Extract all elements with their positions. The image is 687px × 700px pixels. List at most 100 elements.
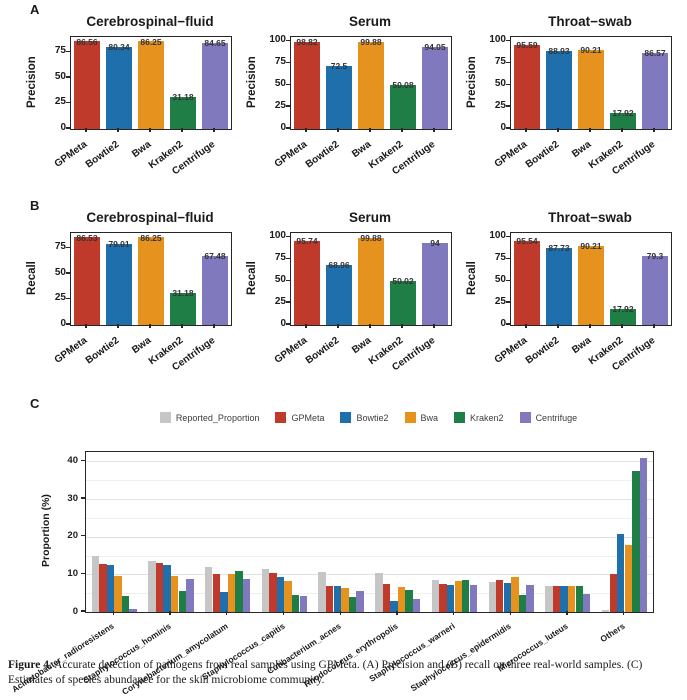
bar-kraken2 xyxy=(462,579,470,612)
x-tick-mark xyxy=(85,324,87,328)
bar-centrifuge xyxy=(201,42,229,129)
bar-bowtie2 xyxy=(617,533,625,612)
gridline xyxy=(86,480,653,482)
x-tick-mark xyxy=(622,611,625,615)
x-tick-mark xyxy=(653,324,655,328)
x-tick-mark xyxy=(369,324,371,328)
legend-label: Centrifuge xyxy=(535,412,578,423)
legend-label: GPMeta xyxy=(291,412,325,423)
bar-value-label: 86.53 xyxy=(76,233,98,243)
y-tick-label: 100 xyxy=(269,34,286,46)
bar-reported_proportion xyxy=(375,572,383,612)
bar-gpmeta xyxy=(212,573,220,612)
bar-centrifuge xyxy=(583,593,591,612)
bar-value-label: 50.02 xyxy=(392,276,414,287)
bar-kraken2 xyxy=(389,85,417,129)
y-tick-mark xyxy=(506,257,510,259)
bar-bwa xyxy=(114,576,122,612)
y-tick-label: 75 xyxy=(274,252,286,264)
bar-reported_proportion xyxy=(91,556,100,612)
y-tick-mark xyxy=(81,572,85,575)
y-tick-mark xyxy=(66,50,70,52)
bar-bowtie2 xyxy=(276,577,285,612)
y-axis-label: Precision xyxy=(26,56,38,108)
gridline xyxy=(86,499,653,501)
y-tick-mark xyxy=(66,246,70,248)
x-tick-mark xyxy=(305,128,307,132)
y-tick-mark xyxy=(506,83,510,85)
x-tick-mark xyxy=(589,324,591,328)
bar-centrifuge xyxy=(129,608,137,612)
bar-gpmeta xyxy=(609,574,617,612)
y-tick-label: 0 xyxy=(280,122,286,133)
bar-kraken2 xyxy=(518,595,527,612)
panel-b-chart-row: Cerebrospinal−fluid Recall 0 25 50 75 86.53 79.… xyxy=(24,210,676,378)
plot-area: 95.54 87.73 90.21 17.92 79.3 xyxy=(510,232,672,326)
bar-bwa xyxy=(397,586,406,612)
bar-bwa xyxy=(577,246,605,325)
y-tick-mark xyxy=(286,301,290,303)
chart-precision-throat-swab: Throat−swab Precision 0 25 50 75 100 95.59 88.93… xyxy=(464,14,676,182)
y-tick-label: 25 xyxy=(494,100,506,112)
gridline xyxy=(86,517,653,519)
y-tick-mark xyxy=(286,235,290,238)
bar-reported_proportion xyxy=(601,610,610,612)
plot-area: 98.82 72.5 99.88 50.08 94.05 xyxy=(290,36,452,130)
legend-swatch-icon xyxy=(519,412,531,423)
bar-centrifuge xyxy=(299,595,307,612)
x-tick-mark xyxy=(169,611,171,615)
x-tick-mark xyxy=(337,324,339,328)
bar-value-label: 86.25 xyxy=(140,37,162,47)
bar-centrifuge xyxy=(201,256,229,325)
legend: Reported_Proportion GPMeta Bowtie2 Bwa Krake… xyxy=(85,412,652,423)
chart-title: Throat−swab xyxy=(548,14,632,29)
bar-value-label: 86.25 xyxy=(140,233,162,243)
bar-centrifuge xyxy=(641,53,669,129)
bar-value-label: 86.57 xyxy=(644,48,666,59)
x-tick-mark xyxy=(117,128,119,132)
x-tick-mark xyxy=(213,324,215,328)
bar-kraken2 xyxy=(169,97,197,129)
y-tick-label: 25 xyxy=(494,296,506,308)
bar-bwa xyxy=(567,586,576,612)
bar-bowtie2 xyxy=(105,244,133,325)
bar-value-label: 50.08 xyxy=(392,80,414,91)
x-tick-mark xyxy=(401,128,403,132)
x-tick-mark xyxy=(452,611,455,615)
legend-label: Bowtie2 xyxy=(356,412,389,423)
y-tick-label: 50 xyxy=(54,266,66,278)
bar-bwa xyxy=(171,575,179,612)
x-tick-mark xyxy=(396,611,398,615)
y-tick-mark xyxy=(81,497,85,499)
y-tick-label: 25 xyxy=(274,296,286,308)
x-tick-mark xyxy=(282,611,285,615)
y-tick-label: 0 xyxy=(500,122,506,133)
bar-value-label: 88.93 xyxy=(548,46,570,57)
legend-swatch-icon xyxy=(404,412,416,423)
x-tick-mark xyxy=(226,611,228,615)
bar-reported_proportion xyxy=(488,582,496,612)
legend-item-bwa: Bwa xyxy=(404,412,438,423)
plot-area: 86.56 80.34 86.25 31.18 84.65 xyxy=(70,36,232,130)
legend-item-bowtie2: Bowtie2 xyxy=(340,412,389,423)
x-tick-mark xyxy=(337,128,339,132)
y-tick-label: 30 xyxy=(67,492,78,504)
y-tick-mark xyxy=(506,235,510,238)
plot-area xyxy=(85,451,654,613)
bar-value-label: 31.18 xyxy=(172,92,194,103)
gridline xyxy=(86,574,653,576)
y-tick-mark xyxy=(286,83,290,85)
gridline xyxy=(86,593,653,595)
bar-centrifuge xyxy=(421,46,449,129)
y-tick-label: 0 xyxy=(60,318,66,329)
y-tick-mark xyxy=(66,76,70,78)
bar-value-label: 98.82 xyxy=(296,37,318,48)
chart-precision-cerebrospinal-fluid: Cerebrospinal−fluid Precision 0 25 50 75 86.56… xyxy=(24,14,236,182)
bar-reported_proportion xyxy=(545,586,553,612)
x-tick-mark xyxy=(621,324,623,328)
bar-bwa xyxy=(577,50,605,129)
x-tick-mark xyxy=(339,611,341,615)
bar-gpmeta xyxy=(552,586,561,612)
legend-item-centrifuge: Centrifuge xyxy=(519,412,578,423)
bar-centrifuge xyxy=(356,591,364,612)
